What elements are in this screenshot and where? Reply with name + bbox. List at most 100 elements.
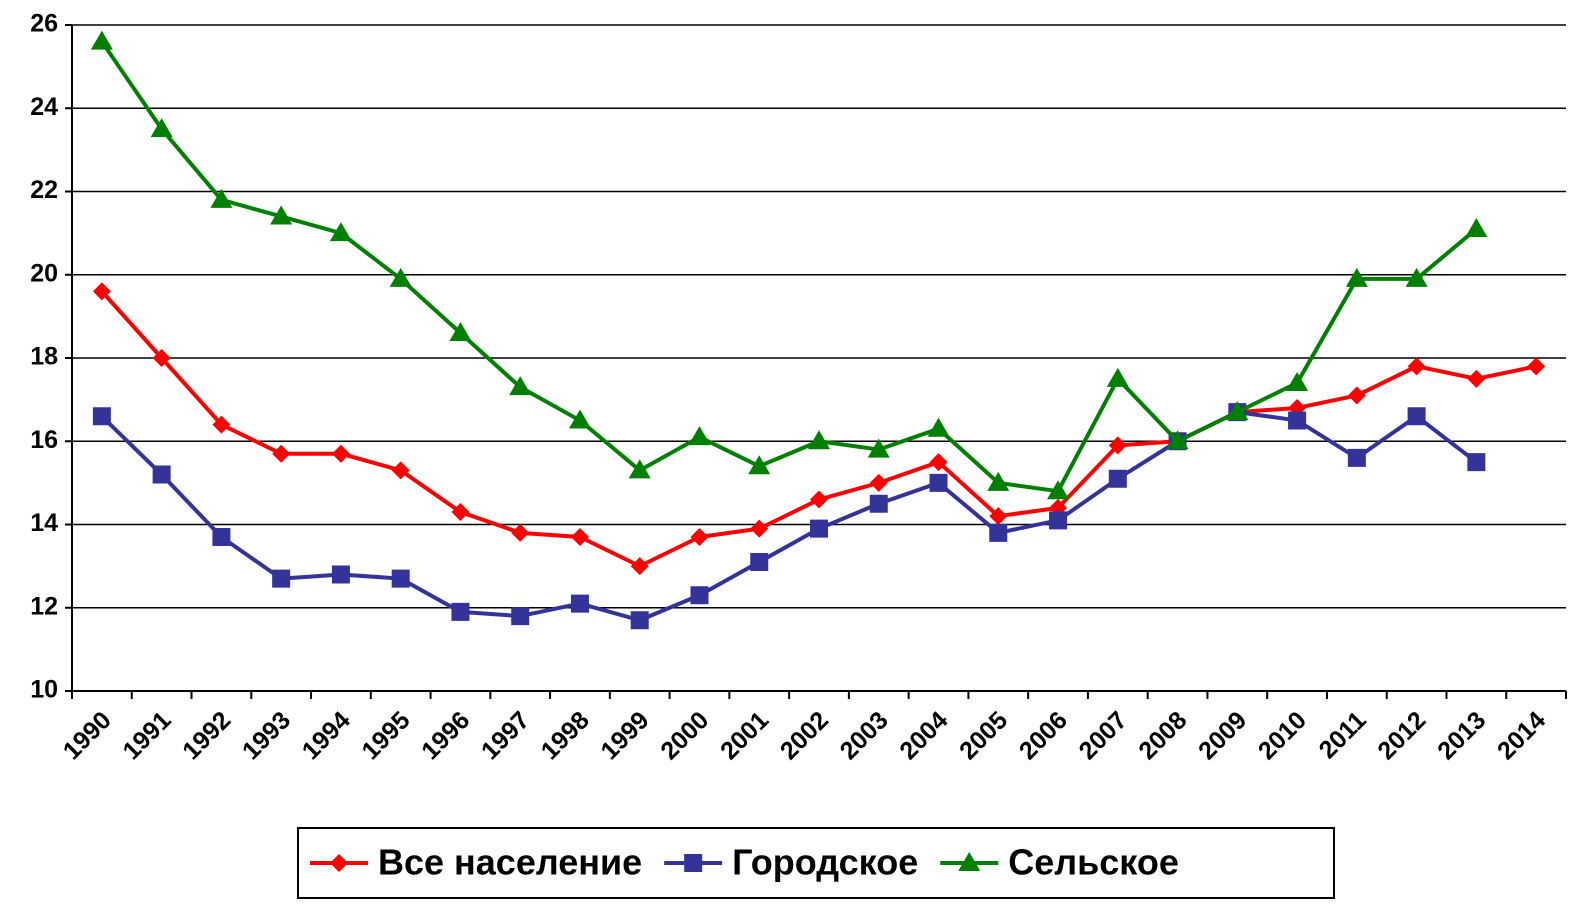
marker	[272, 444, 291, 463]
marker	[929, 453, 948, 472]
marker	[391, 461, 410, 480]
marker	[331, 444, 350, 463]
marker	[628, 459, 651, 479]
marker	[451, 602, 470, 621]
marker	[391, 569, 410, 588]
legend-label: Сельское	[1008, 842, 1179, 883]
marker	[509, 376, 532, 396]
x-tick-label: 2014	[1492, 706, 1551, 765]
x-tick-label: 1994	[297, 706, 356, 765]
y-tick-label: 26	[30, 10, 58, 38]
marker	[1047, 480, 1070, 500]
x-tick-label: 1996	[416, 706, 475, 765]
x-tick-label: 2002	[775, 706, 834, 765]
marker	[570, 594, 589, 613]
x-tick-label: 2009	[1193, 706, 1252, 765]
marker	[750, 552, 769, 571]
x-tick-label: 2004	[894, 706, 953, 765]
marker	[987, 471, 1010, 491]
marker	[272, 569, 291, 588]
marker	[1467, 453, 1486, 472]
y-tick-label: 20	[30, 259, 58, 287]
x-tick-label: 2006	[1014, 706, 1073, 765]
marker	[389, 267, 412, 287]
marker	[1108, 436, 1127, 455]
x-tick-label: 1991	[117, 706, 176, 765]
y-tick-label: 16	[30, 426, 58, 454]
y-tick-label: 24	[30, 93, 58, 121]
legend-box	[297, 827, 1335, 899]
marker	[92, 282, 111, 301]
marker	[684, 854, 703, 872]
marker	[750, 519, 769, 538]
marker	[210, 188, 233, 208]
x-tick-label: 2003	[835, 706, 894, 765]
marker	[1347, 448, 1366, 467]
marker	[1345, 267, 1368, 287]
marker	[1407, 407, 1426, 426]
marker	[568, 409, 591, 429]
marker	[1407, 357, 1426, 376]
marker	[451, 503, 470, 522]
marker	[958, 852, 981, 871]
x-tick-label: 1995	[356, 706, 415, 765]
y-tick-label: 12	[30, 592, 58, 620]
x-tick-label: 1992	[177, 706, 236, 765]
marker	[92, 407, 111, 426]
y-tick-label: 10	[30, 676, 58, 704]
marker	[869, 494, 888, 513]
marker	[1288, 411, 1307, 430]
marker	[690, 586, 709, 605]
x-tick-label: 1997	[476, 706, 535, 765]
marker	[1286, 371, 1309, 391]
legend-label: Все население	[378, 842, 642, 883]
marker	[630, 611, 649, 630]
marker	[929, 473, 948, 492]
x-tick-label: 1999	[596, 706, 655, 765]
y-tick-label: 14	[30, 509, 58, 537]
marker	[90, 30, 113, 50]
series-line	[100, 40, 1478, 494]
marker	[1108, 469, 1127, 488]
marker	[511, 523, 530, 542]
x-tick-label: 2008	[1133, 706, 1192, 765]
marker	[989, 507, 1008, 526]
marker	[1049, 511, 1068, 530]
x-tick-label: 1993	[237, 706, 296, 765]
marker	[1405, 267, 1428, 287]
marker	[212, 415, 231, 434]
x-tick-label: 2005	[954, 706, 1013, 765]
marker	[989, 523, 1008, 542]
marker	[690, 527, 709, 546]
x-tick-label: 2010	[1253, 706, 1312, 765]
marker	[748, 455, 771, 475]
x-tick-label: 2007	[1074, 706, 1133, 765]
marker	[1527, 357, 1546, 376]
x-tick-label: 2012	[1372, 706, 1431, 765]
x-tick-label: 2011	[1314, 706, 1372, 764]
marker	[511, 607, 530, 626]
marker	[1106, 367, 1129, 387]
y-tick-label: 18	[30, 343, 58, 371]
marker	[212, 527, 231, 546]
marker	[1347, 386, 1366, 405]
marker	[329, 222, 352, 242]
legend-label: Городское	[732, 842, 918, 883]
marker	[867, 438, 890, 458]
marker	[810, 519, 828, 538]
x-tick-label: 1998	[536, 706, 595, 765]
marker	[688, 426, 711, 446]
marker	[1467, 369, 1486, 388]
marker	[449, 322, 472, 342]
x-tick-label: 1990	[58, 706, 117, 765]
marker	[570, 527, 589, 546]
marker	[1166, 430, 1189, 450]
marker	[1465, 217, 1488, 237]
y-tick-label: 22	[30, 176, 58, 204]
marker	[330, 854, 348, 872]
series-line	[100, 410, 1478, 623]
x-tick-label: 2001	[715, 706, 774, 765]
marker	[630, 557, 649, 576]
marker	[150, 118, 173, 138]
